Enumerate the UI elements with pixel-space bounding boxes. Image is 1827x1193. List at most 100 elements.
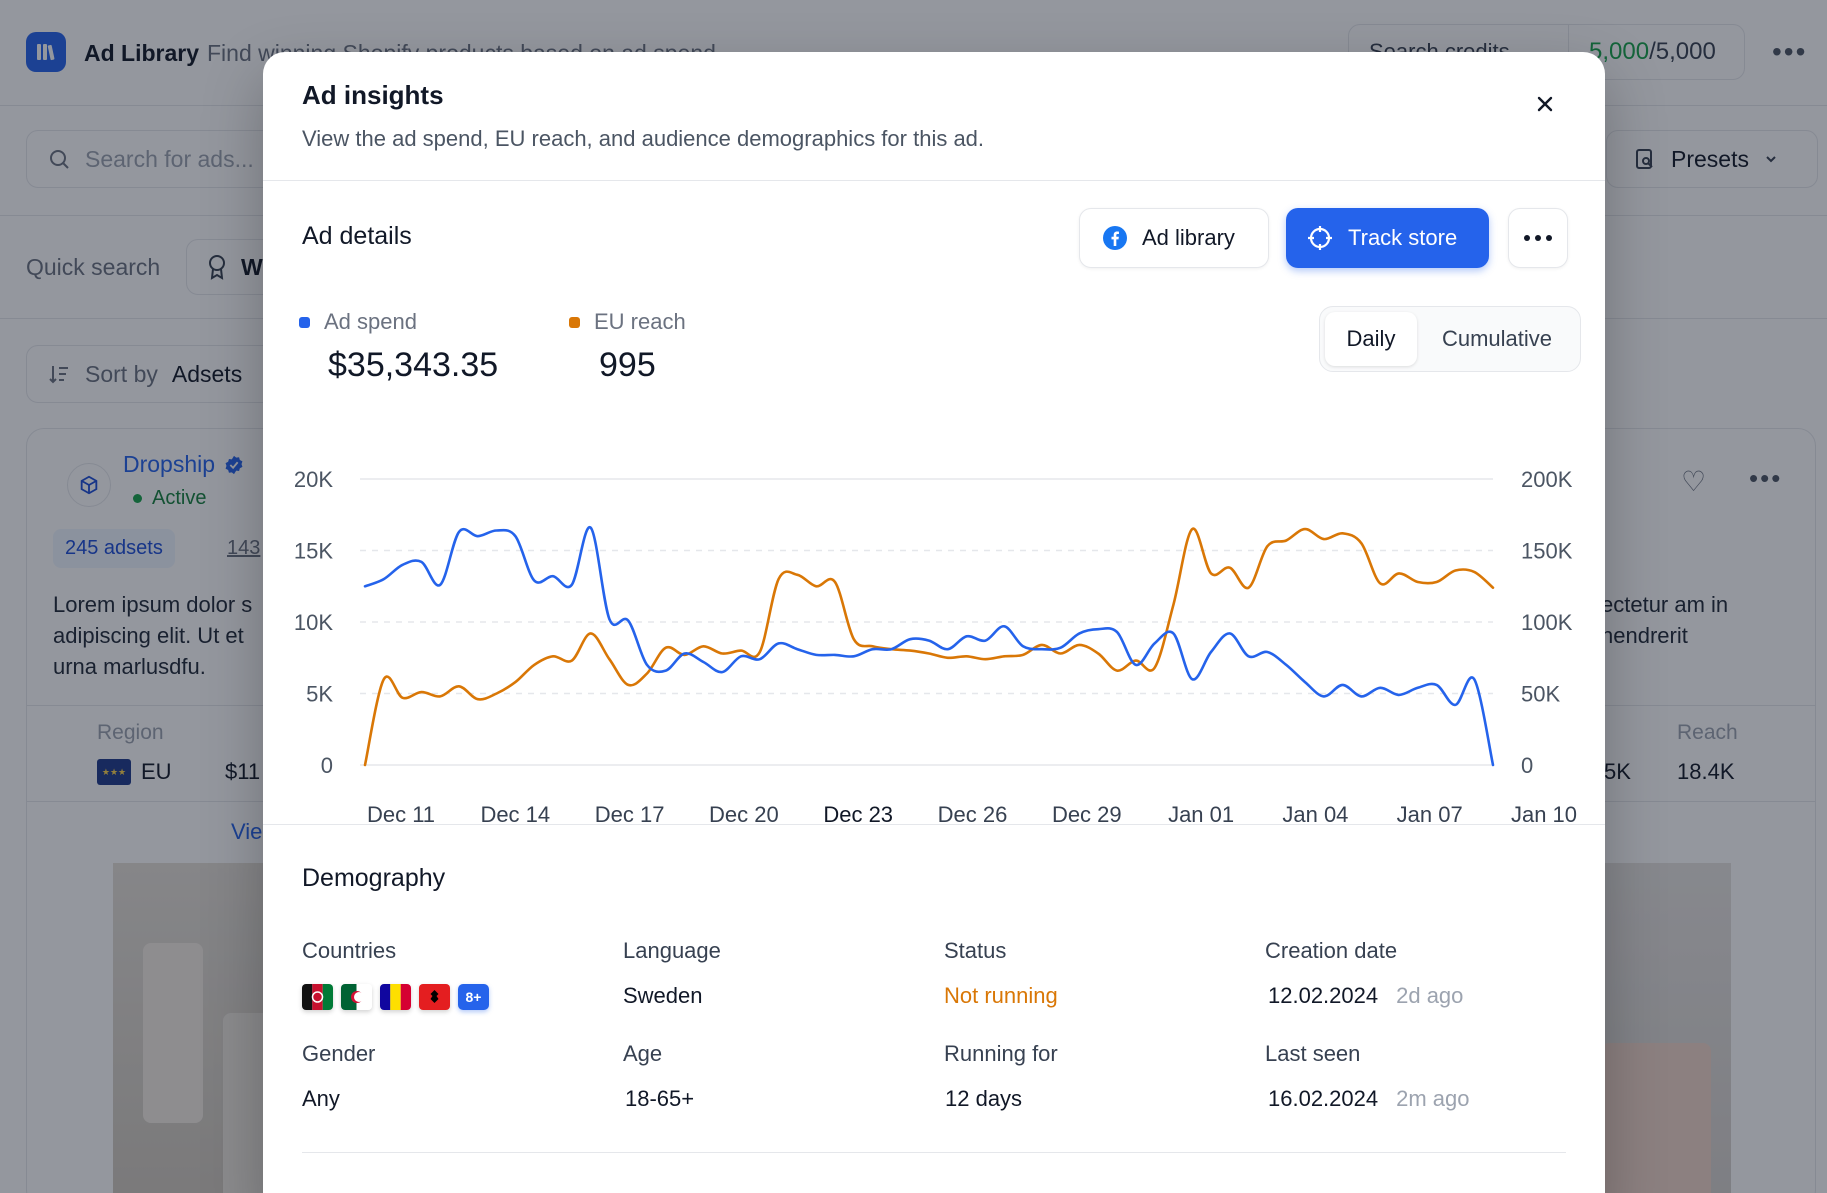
x-tick-label: Dec 26 [938,802,1008,827]
y-left-tick-label: 15K [294,539,333,564]
running-for-value: 12 days [945,1086,1023,1111]
region-text: EU [141,759,172,784]
card-more-icon[interactable]: ••• [1749,463,1783,493]
y-left-tick-label: 0 [321,753,333,778]
award-icon [209,255,225,280]
y-right-tick-label: 50K [1521,682,1560,707]
flag-afghanistan-icon [302,984,333,1010]
close-icon [1537,96,1553,112]
presets-button[interactable]: Presets [1606,130,1818,188]
card-metric: 5K [1604,759,1631,784]
track-store-button[interactable]: Track store [1286,208,1489,268]
legend-reach-label: EU reach [594,309,686,334]
ad-text: Lorem ipsum dolor s adipiscing elit. Ut … [53,592,253,679]
facebook-icon [1103,226,1127,250]
x-tick-label: Dec 14 [480,802,550,827]
x-tick-label: Dec 17 [595,802,665,827]
presets-icon [1636,149,1653,169]
app-title: Ad Library [84,40,200,66]
creation-date-value: 12.02.2024 2d ago [1268,983,1463,1009]
toggle-daily[interactable]: Daily [1325,312,1417,366]
y-left-tick-label: 5K [306,682,333,707]
x-tick-label: Jan 04 [1282,802,1348,827]
card-spend: $11 [225,759,261,784]
last-seen-ago: 2m ago [1396,1086,1470,1111]
box-icon [80,475,98,495]
y-left-tick-label: 10K [294,610,333,635]
ad-library-button[interactable]: Ad library [1079,208,1269,268]
sort-icon [49,366,68,384]
last-seen-value: 16.02.2024 2m ago [1268,1086,1470,1112]
search-icon [50,150,69,169]
eu-flag-icon: ★★★ [97,759,131,785]
view-link[interactable]: Vie [231,819,263,844]
quick-search-chip[interactable]: W [186,239,306,295]
language-value: Sweden [623,983,703,1008]
flag-algeria-icon [341,984,372,1010]
chevron-down-icon [1766,156,1776,163]
x-tick-label: Dec 29 [1052,802,1122,827]
ad-spend-line [363,526,1495,767]
reach-value: 18.4K [1677,759,1735,784]
language-label: Language [623,938,721,963]
app-logo [26,32,66,72]
legend-eu-reach: EU reach [569,309,686,335]
last-seen-date: 16.02.2024 [1268,1086,1379,1111]
x-tick-label: Dec 20 [709,802,779,827]
modal-description: View the ad spend, EU reach, and audienc… [302,126,985,151]
ad-insights-modal: Ad insights View the ad spend, EU reach,… [263,52,1605,1193]
more-options-button[interactable] [1508,208,1568,268]
countries-more-badge[interactable]: 8+ [458,984,489,1010]
adsets-extra[interactable]: 143 [227,537,261,559]
x-tick-label: Jan 10 [1511,802,1577,827]
ad-insights-chart: 0 0 5K 50K 10K 100K 15K 150K 20K 200K Dec 11 Dec 14… [294,467,1577,827]
product-tube [143,943,203,1123]
quick-search-label: Quick search [26,254,161,280]
quick-chip-label: W [241,253,263,280]
header-divider [263,180,1605,181]
view-toggle: Daily Cumulative [1319,306,1581,372]
crosshair-icon [1308,226,1332,250]
sort-button[interactable]: Sort by Adsets [26,345,326,403]
adsets-badge[interactable]: 245 adsets [53,529,175,568]
close-button[interactable] [1527,86,1563,122]
heart-icon[interactable]: ♡ [1681,466,1707,497]
reach-legend-dot [569,316,580,328]
creation-date-label: Creation date [1265,938,1398,963]
age-value: 18-65+ [625,1086,695,1111]
store-name-link[interactable]: Dropship [123,451,245,478]
y-right-tick-label: 100K [1521,610,1573,635]
sort-value: Adsets [171,360,243,387]
x-tick-label: Jan 01 [1168,802,1234,827]
last-seen-label: Last seen [1265,1041,1361,1066]
verified-badge-icon [225,455,243,474]
x-tick-label: Jan 07 [1397,802,1463,827]
creation-date: 12.02.2024 [1268,983,1379,1008]
y-right-tick-label: 200K [1521,467,1573,492]
y-right-tick-label: 0 [1521,753,1533,778]
region-label: Region [97,721,164,744]
region-value: ★★★ EU [97,759,172,785]
creation-ago: 2d ago [1396,983,1464,1008]
eu-reach-total: 995 [599,346,656,384]
sort-prefix: Sort by [85,360,158,387]
demography-title: Demography [302,864,446,892]
header-more-icon[interactable]: ••• [1772,36,1808,67]
ad-text-right: ectetur am in hendrerit [1601,592,1729,648]
running-for-label: Running for [944,1041,1058,1066]
toggle-cumulative[interactable]: Cumulative [1441,326,1553,351]
ad-details-title: Ad details [302,222,412,250]
ad-spend-total: $35,343.35 [328,346,499,384]
presets-label: Presets [1671,145,1749,172]
track-store-label: Track store [1348,225,1458,250]
countries-flags[interactable]: 8+ [302,984,489,1010]
search-placeholder: Search for ads... [85,145,254,172]
gender-value: Any [302,1086,340,1111]
y-right-tick-label: 150K [1521,539,1573,564]
y-left-tick-label: 20K [294,467,333,492]
age-label: Age [623,1041,663,1066]
credits-total: /5,000 [1649,38,1716,65]
legend-ad-spend: Ad spend [299,309,417,335]
product-bottle-right [1601,1043,1711,1193]
library-icon [37,44,55,61]
